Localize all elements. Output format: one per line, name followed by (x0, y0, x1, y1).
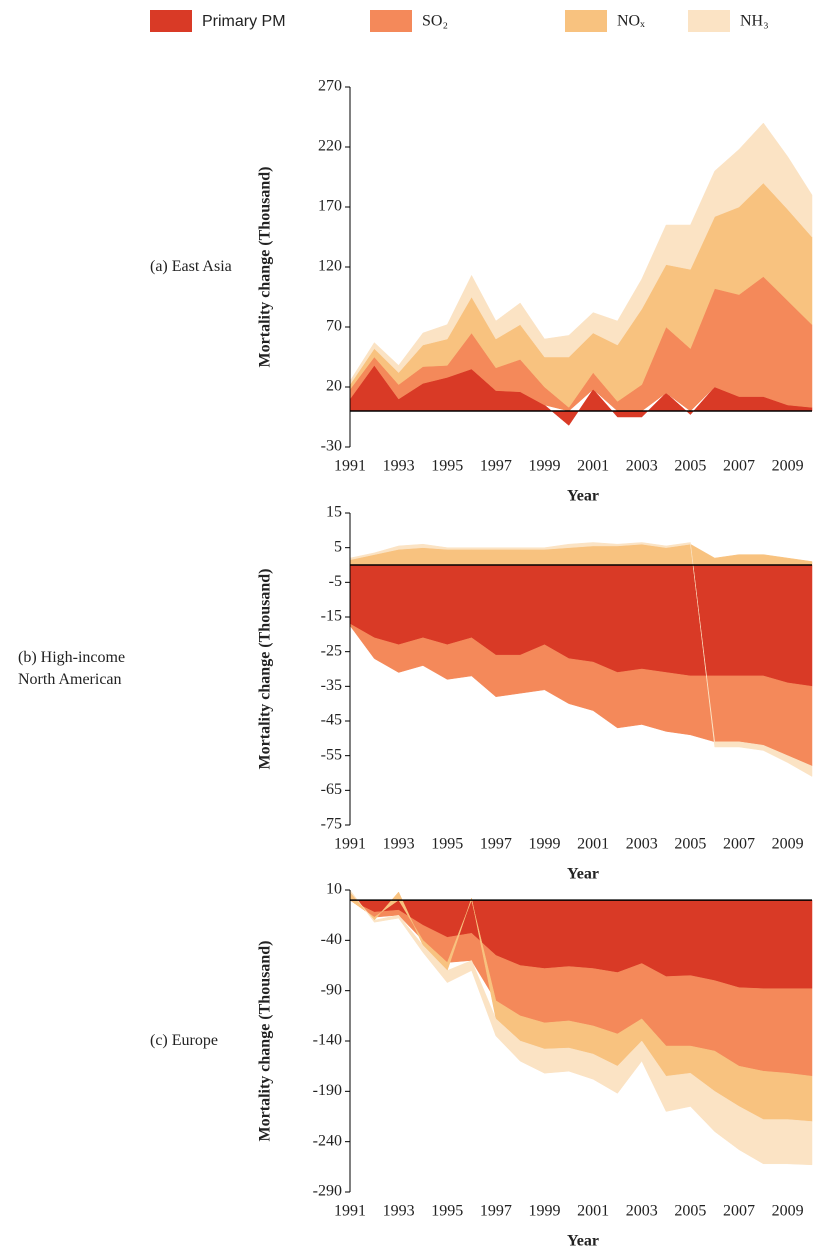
y-tick-label: 5 (334, 538, 342, 555)
legend-label: Primary PM (202, 13, 286, 30)
x-tick-label: 1993 (383, 458, 415, 475)
x-tick-label: 1997 (480, 1203, 512, 1220)
x-tick-label: 1997 (480, 836, 512, 853)
y-tick-label: -40 (321, 931, 342, 948)
x-tick-label: 2009 (772, 1203, 804, 1220)
y-tick-label: -90 (321, 981, 342, 998)
y-tick-label: 120 (318, 258, 342, 275)
x-tick-label: 1995 (431, 1203, 463, 1220)
y-tick-label: 70 (326, 318, 342, 335)
y-tick-label: 10 (326, 881, 342, 898)
y-tick-label: 20 (326, 378, 342, 395)
legend-swatch (565, 10, 607, 32)
y-tick-label: -55 (321, 746, 342, 763)
panel-label-line: North American (18, 671, 122, 688)
y-tick-label: -30 (321, 438, 342, 455)
panel-label: (b) High-income North American (18, 649, 125, 688)
area (349, 623, 813, 767)
legend-label: NOₓ (617, 13, 645, 30)
y-tick-label: -45 (321, 712, 342, 729)
y-tick-label: -5 (329, 573, 342, 590)
area (349, 122, 813, 386)
x-tick-label: 2005 (674, 836, 706, 853)
x-tick-label: 2001 (577, 1203, 609, 1220)
legend-label: NH₃ (740, 13, 769, 30)
legend-swatch (688, 10, 730, 32)
x-tick-label: 1991 (334, 836, 366, 853)
x-tick-label: 2003 (626, 836, 658, 853)
x-tick-label: 1995 (431, 836, 463, 853)
panel-label-line: (b) High-income (18, 649, 125, 666)
x-tick-label: 2005 (674, 1203, 706, 1220)
y-tick-label: -290 (313, 1183, 342, 1200)
x-axis-label: Year (567, 488, 599, 505)
legend-swatch (150, 10, 192, 32)
y-tick-label: -140 (313, 1032, 342, 1049)
y-tick-label: -25 (321, 642, 342, 659)
area (349, 889, 813, 1166)
x-tick-label: 1993 (383, 1203, 415, 1220)
y-tick-label: 220 (318, 138, 342, 155)
x-tick-label: 2009 (772, 458, 804, 475)
y-tick-label: -75 (321, 816, 342, 833)
y-axis-label: Mortality change (Thousand) (257, 569, 274, 770)
y-tick-label: -240 (313, 1132, 342, 1149)
y-tick-label: -15 (321, 608, 342, 625)
x-tick-label: 2007 (723, 458, 755, 475)
x-axis-label: Year (567, 1233, 599, 1250)
x-tick-label: 1999 (529, 458, 561, 475)
x-tick-label: 1991 (334, 1203, 366, 1220)
y-axis-label: Mortality change (Thousand) (257, 941, 274, 1142)
x-tick-label: 1999 (529, 836, 561, 853)
x-tick-label: 2001 (577, 836, 609, 853)
x-axis-label: Year (567, 866, 599, 883)
x-tick-label: 2009 (772, 836, 804, 853)
x-tick-label: 1993 (383, 836, 415, 853)
x-tick-label: 2007 (723, 836, 755, 853)
panel-label-line: (c) Europe (150, 1032, 218, 1049)
y-tick-label: 270 (318, 78, 342, 95)
y-axis-label: Mortality change (Thousand) (257, 167, 274, 368)
y-tick-label: -65 (321, 781, 342, 798)
x-tick-label: 1999 (529, 1203, 561, 1220)
panel-label: (a) East Asia (150, 258, 232, 275)
y-tick-label: -190 (313, 1082, 342, 1099)
y-tick-label: -35 (321, 677, 342, 694)
panel-label: (c) Europe (150, 1032, 218, 1049)
x-tick-label: 1991 (334, 458, 366, 475)
y-tick-label: 15 (326, 504, 342, 521)
x-tick-label: 2007 (723, 1203, 755, 1220)
panel-label-line: (a) East Asia (150, 258, 232, 275)
y-tick-label: 170 (318, 198, 342, 215)
area (349, 542, 813, 777)
legend-label: SO₂ (422, 13, 448, 30)
x-tick-label: 2001 (577, 458, 609, 475)
x-tick-label: 1997 (480, 458, 512, 475)
x-tick-label: 1995 (431, 458, 463, 475)
x-tick-label: 2003 (626, 1203, 658, 1220)
x-tick-label: 2005 (674, 458, 706, 475)
legend-swatch (370, 10, 412, 32)
x-tick-label: 2003 (626, 458, 658, 475)
